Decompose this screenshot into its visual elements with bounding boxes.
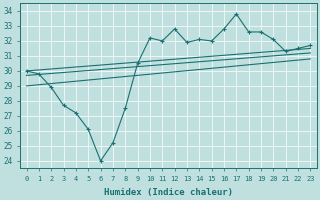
X-axis label: Humidex (Indice chaleur): Humidex (Indice chaleur) bbox=[104, 188, 233, 197]
